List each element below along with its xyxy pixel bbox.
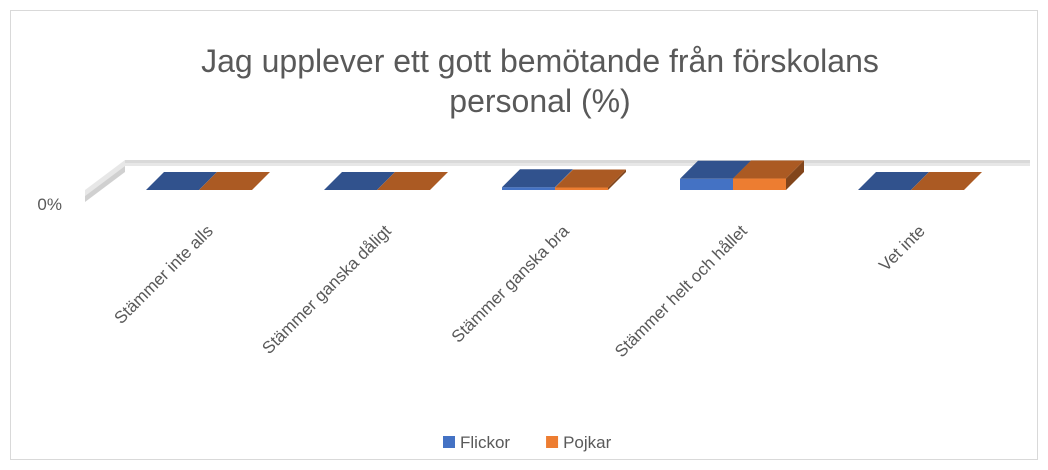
legend-label: Pojkar — [563, 433, 612, 452]
bar-front — [502, 187, 555, 190]
bar-top — [377, 172, 448, 190]
legend-swatch — [443, 436, 455, 448]
legend-swatch — [546, 436, 559, 448]
bar-top — [555, 169, 626, 188]
chart-title: personal (%) — [449, 83, 630, 119]
bar-side — [786, 160, 804, 190]
bar-front — [680, 178, 733, 190]
bar-top — [680, 160, 751, 179]
floor — [85, 160, 1030, 196]
chart-title: Jag upplever ett gott bemötande från för… — [201, 43, 879, 79]
bar-top — [911, 172, 982, 190]
bar-top — [502, 169, 573, 188]
y-tick-label: 0% — [37, 195, 62, 214]
bar-top — [199, 172, 270, 190]
legend-label: Flickor — [460, 433, 510, 452]
bar-top — [146, 172, 217, 190]
bar-front — [733, 178, 786, 190]
floor-side — [85, 166, 125, 202]
bar-front — [555, 187, 608, 190]
bar-top — [858, 172, 929, 190]
chart-border — [10, 10, 1038, 460]
bar-top — [324, 172, 395, 190]
bar-side — [608, 169, 626, 190]
bar-top — [733, 160, 804, 179]
floor-edge — [125, 160, 1030, 163]
